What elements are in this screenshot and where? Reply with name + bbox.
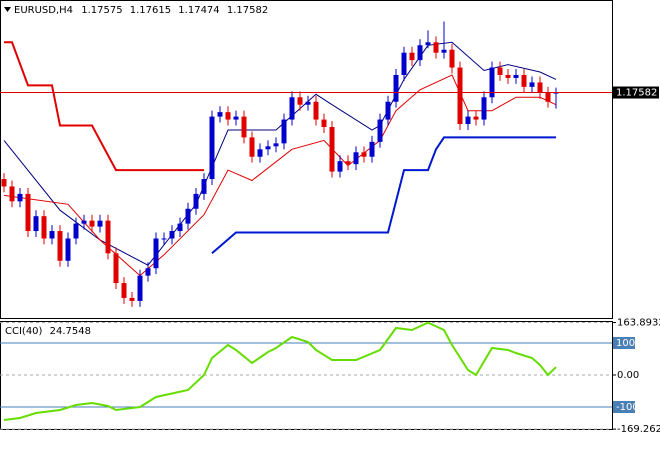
candle-body	[289, 97, 295, 120]
candle-body	[81, 220, 87, 224]
candle-body	[521, 74, 527, 87]
candle-body	[201, 179, 207, 194]
indicator-line	[3, 41, 557, 266]
candle-body	[489, 67, 495, 98]
candle-body	[433, 42, 439, 53]
candle-body	[537, 82, 543, 93]
candle-body	[553, 92, 559, 94]
y-tick-label: 163.8932	[617, 318, 660, 329]
menu-triangle[interactable]	[4, 7, 11, 12]
cci-title: CCI(40) 24.7548	[5, 326, 91, 337]
header-close: 1.17582	[227, 5, 268, 16]
candle-body	[345, 161, 351, 165]
candle-body	[497, 67, 503, 75]
candle-body	[97, 220, 103, 227]
y-tick-label: -169.2626	[617, 424, 660, 435]
candle-body	[33, 216, 39, 232]
candle-body	[441, 49, 447, 53]
candle-body	[177, 223, 183, 232]
candle-body	[449, 49, 455, 68]
candle-body	[129, 297, 135, 301]
candle-body	[321, 119, 327, 128]
y-tick-label: 0.00	[617, 370, 639, 381]
candle-body	[121, 283, 127, 298]
candle-body	[457, 67, 463, 125]
text-layer: EURUSD,H4 1.17575 1.17615 1.17474 1.1758…	[4, 5, 660, 435]
candle-body	[25, 193, 31, 232]
candle-body	[337, 161, 343, 172]
candle-body	[17, 193, 23, 202]
candle-body	[105, 220, 111, 254]
level-box	[613, 337, 635, 349]
candle-body	[169, 231, 175, 239]
symbol: EURUSD,H4	[14, 5, 73, 16]
candle-body	[161, 238, 167, 240]
marks-layer	[0, 21, 612, 421]
candle-body	[137, 275, 143, 301]
grid-layer	[0, 322, 616, 430]
candle-body	[9, 186, 15, 202]
header-high: 1.17615	[130, 5, 171, 16]
candle-body	[193, 193, 199, 209]
candle-body	[273, 143, 279, 147]
candle-body	[145, 268, 151, 276]
candle-body	[225, 112, 231, 120]
indicator-line	[4, 41, 204, 172]
candle-body	[417, 45, 423, 61]
y-tick-label: -100	[616, 402, 639, 413]
candle-body	[329, 127, 335, 172]
header-low: 1.17474	[178, 5, 219, 16]
cci-current: 24.7548	[50, 326, 91, 337]
candle-body	[313, 101, 319, 120]
price-box	[613, 86, 659, 99]
header-open: 1.17575	[81, 5, 122, 16]
candle-body	[49, 231, 55, 239]
candle-body	[153, 238, 159, 269]
candle-body	[113, 253, 119, 284]
candle-body	[529, 82, 535, 87]
candle-body	[505, 74, 511, 78]
candle-body	[353, 152, 359, 165]
candle-body	[1, 179, 7, 187]
candle-body	[369, 141, 375, 157]
candle-body	[305, 101, 311, 105]
candle-body	[425, 42, 431, 46]
candle-body	[297, 97, 303, 105]
candle-body	[257, 149, 263, 157]
candle-body	[409, 52, 415, 61]
candle-body	[393, 74, 399, 102]
candle-body	[465, 116, 471, 125]
candle-body	[65, 238, 71, 261]
candle-body	[265, 146, 271, 150]
y-tick-label: 100	[616, 338, 635, 349]
candle-body	[209, 116, 215, 180]
candle-body	[41, 216, 47, 239]
candle-body	[249, 137, 255, 157]
price-box-label: 1.17582	[616, 88, 657, 99]
candle-body	[233, 116, 239, 120]
level-box	[613, 401, 635, 413]
candle-body	[281, 119, 287, 144]
indicator-line	[211, 136, 556, 255]
candle-body	[73, 223, 79, 239]
cci-line	[3, 321, 557, 421]
candle-body	[185, 208, 191, 224]
indicator-line	[3, 74, 557, 277]
candle-body	[385, 101, 391, 120]
candle-body	[217, 112, 223, 117]
candle-body	[89, 220, 95, 227]
candle-body	[241, 116, 247, 138]
candle-body	[473, 116, 479, 120]
candle-body	[57, 231, 63, 261]
chart-header: EURUSD,H4 1.17575 1.17615 1.17474 1.1758…	[14, 5, 268, 16]
cci-name: CCI(40)	[5, 326, 43, 337]
candle-body	[361, 152, 367, 157]
candle-body	[513, 74, 519, 78]
price-panel	[0, 0, 613, 319]
candle-body	[377, 119, 383, 142]
candle-body	[545, 92, 551, 102]
candle-body	[481, 97, 487, 120]
candle-body	[401, 52, 407, 75]
